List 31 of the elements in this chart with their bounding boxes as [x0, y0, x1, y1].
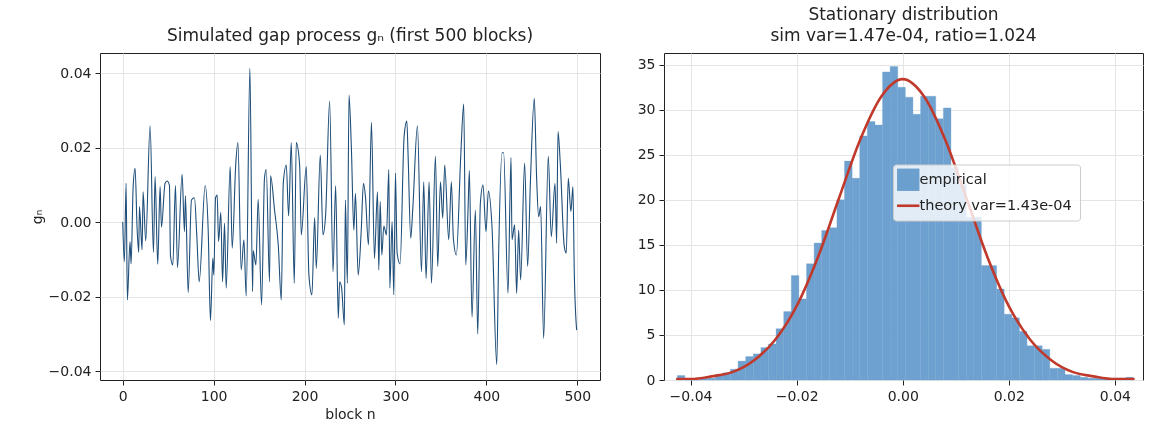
x-tick-label: 0 [118, 387, 128, 404]
x-tick-label: 0.04 [1099, 387, 1132, 404]
y-tick-label: 0.00 [60, 213, 92, 230]
y-tick-label: −0.02 [48, 288, 92, 305]
y-axis-title: gₙ [28, 209, 45, 225]
x-tick-label: 100 [200, 387, 228, 404]
y-tick-label: 0 [646, 371, 656, 388]
y-tick-label: 10 [637, 281, 656, 298]
y-tick-label: 5 [646, 326, 656, 343]
chart-title: Simulated gap process gₙ (first 500 blocks) [166, 25, 534, 45]
y-tick-label: 0.02 [60, 139, 92, 156]
x-tick-label: 500 [564, 387, 592, 404]
y-tick-label: 15 [637, 236, 656, 253]
y-tick-label: −0.04 [48, 362, 92, 379]
x-axis-title: block n [325, 405, 376, 422]
chart-title: Stationary distribution [808, 4, 999, 24]
x-tick-label: 0.02 [993, 387, 1025, 404]
legend-label: empirical [919, 170, 987, 187]
y-tick-label: 25 [637, 146, 656, 163]
x-tick-label: 400 [473, 387, 501, 404]
x-tick-label: −0.02 [775, 387, 819, 404]
y-tick-label: 35 [637, 56, 656, 73]
x-tick-label: 300 [382, 387, 410, 404]
legend-label: theory var=1.43e-04 [919, 196, 1072, 213]
y-tick-label: 0.04 [60, 64, 92, 81]
x-tick-label: 0.00 [887, 387, 919, 404]
x-tick-label: −0.04 [669, 387, 713, 404]
y-tick-label: 20 [637, 191, 656, 208]
chart-subtitle: sim var=1.47e-04, ratio=1.024 [770, 25, 1037, 45]
x-tick-label: 200 [291, 387, 319, 404]
y-tick-label: 30 [637, 101, 656, 118]
